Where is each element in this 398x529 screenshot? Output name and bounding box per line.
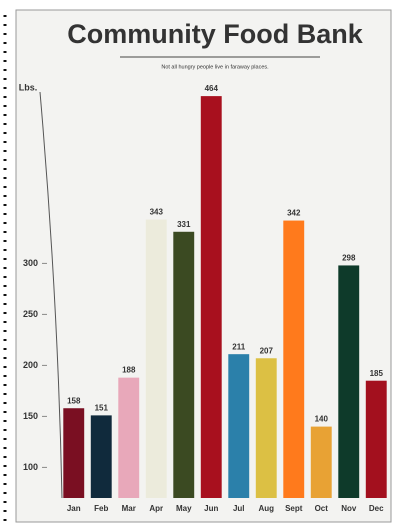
data-label: 331: [177, 220, 191, 229]
y-tick-label: 150: [23, 411, 38, 421]
bar: [228, 354, 250, 498]
data-label: 343: [150, 208, 164, 217]
chart-title: Community Food Bank: [67, 19, 363, 49]
x-tick-label: Jun: [204, 504, 218, 513]
y-tick-label: 200: [23, 360, 38, 370]
x-tick-label: Jul: [233, 504, 245, 513]
y-tick-label: 100: [23, 462, 38, 472]
data-label: 140: [315, 415, 329, 424]
y-tick-label: 250: [23, 309, 38, 319]
data-label: 298: [342, 254, 356, 263]
data-label: 158: [67, 396, 81, 405]
x-tick-label: Dec: [369, 504, 384, 513]
x-tick-label: Oct: [315, 504, 329, 513]
bar: [255, 358, 277, 498]
x-tick-label: Feb: [94, 504, 108, 513]
bar: [118, 377, 140, 498]
data-label: 207: [260, 346, 274, 355]
chart-subtitle: Not all hungry people live in faraway pl…: [161, 64, 269, 70]
x-tick-label: May: [176, 504, 192, 513]
data-label: 211: [232, 342, 245, 351]
bar: [63, 408, 85, 498]
bar: [283, 220, 305, 498]
y-axis: [39, 91, 63, 499]
x-tick-label: Mar: [122, 504, 136, 513]
data-label: 342: [287, 209, 301, 218]
x-tick-label: Sept: [285, 504, 303, 513]
bar: [145, 219, 167, 499]
bar: [365, 380, 387, 498]
data-label: 151: [95, 403, 109, 412]
data-label: 185: [370, 369, 384, 378]
data-label: 464: [205, 84, 219, 93]
data-label: 188: [122, 366, 136, 375]
x-tick-label: Nov: [341, 504, 357, 513]
y-axis-label: Lbs.: [19, 82, 38, 92]
bar: [90, 415, 112, 498]
y-tick-label: 300: [23, 258, 38, 268]
bar: [310, 426, 332, 498]
x-tick-label: Jan: [67, 504, 81, 513]
x-tick-label: Apr: [149, 504, 163, 513]
bar: [338, 265, 360, 498]
bar: [200, 96, 222, 499]
bar: [173, 231, 195, 498]
x-tick-label: Aug: [258, 504, 274, 513]
